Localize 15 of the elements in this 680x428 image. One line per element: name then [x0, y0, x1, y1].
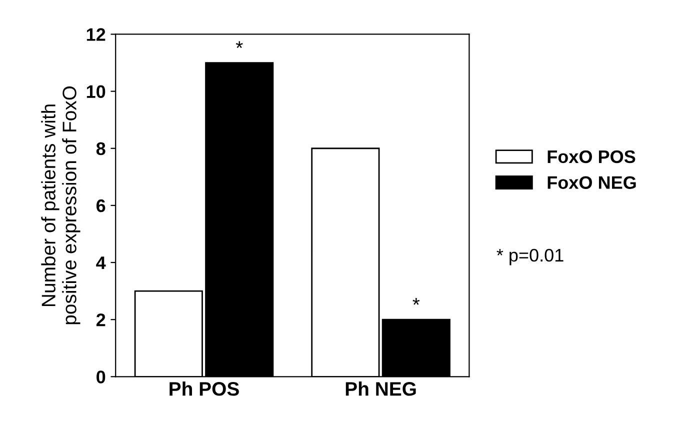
text: * p=0.01 [496, 248, 564, 266]
annotation: * [412, 298, 420, 305]
y-tick-label: 2 [96, 314, 106, 326]
y-tick-label: 10 [86, 85, 106, 98]
y-tick-label: 6 [96, 199, 106, 212]
y-tick-label: 8 [96, 142, 106, 156]
x-tick-label: Ph POS [170, 382, 239, 396]
y-tick-label: 12 [86, 28, 106, 41]
y-tick-label: 0 [96, 370, 106, 384]
legend-label: FoxO POS [548, 150, 636, 164]
x-tick-label: Ph NEG [346, 382, 416, 396]
annotation: * [236, 41, 243, 48]
y-tick-label: 4 [96, 256, 106, 270]
y-axis-title: Number of patients with positive expression of FoxO [41, 86, 80, 324]
legend-label: FoxO NEG [548, 176, 636, 189]
